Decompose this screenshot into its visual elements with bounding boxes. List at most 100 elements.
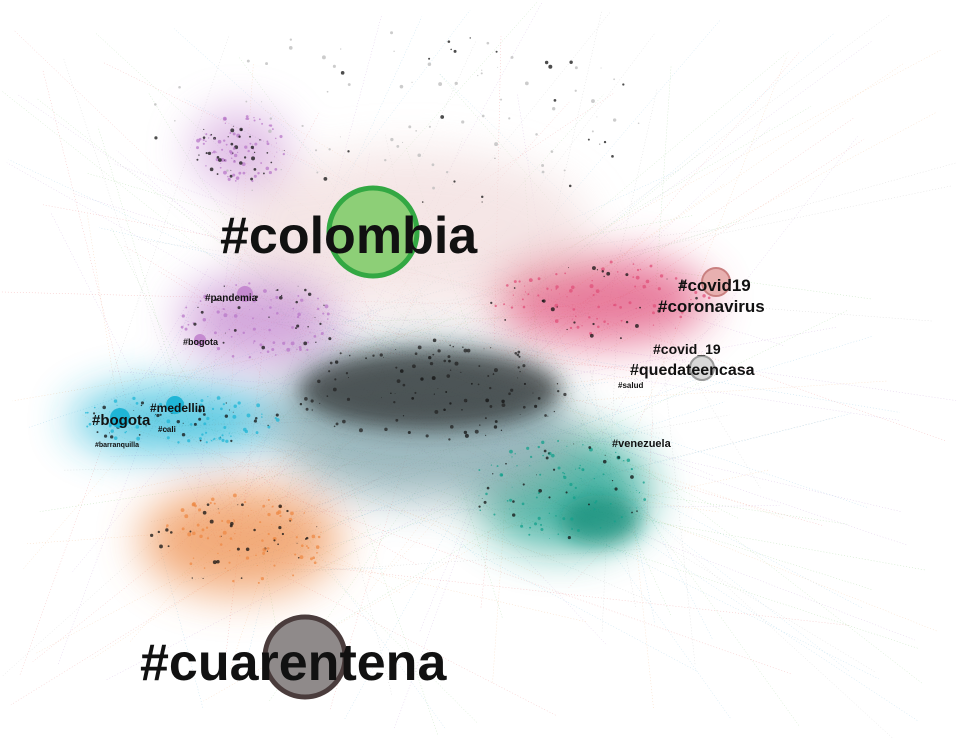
- node-dot: [426, 434, 429, 437]
- node-dot: [555, 273, 557, 275]
- node-dot: [86, 425, 88, 427]
- node-dot: [181, 326, 184, 329]
- node-dot: [257, 565, 258, 566]
- node-dot: [507, 500, 509, 502]
- node-dot: [214, 331, 217, 334]
- node-dot: [620, 337, 622, 339]
- node-dot: [203, 129, 204, 130]
- node-dot: [170, 531, 173, 534]
- node-dot: [448, 355, 451, 358]
- node-dot: [212, 408, 214, 410]
- node-dot: [517, 351, 520, 354]
- node-dot: [578, 295, 579, 296]
- node-dot: [522, 364, 525, 367]
- node-dot: [204, 567, 206, 569]
- node-dot: [400, 369, 404, 373]
- node-dot: [411, 82, 412, 83]
- node-dot: [210, 520, 214, 524]
- node-dot: [323, 305, 324, 306]
- node-dot: [495, 158, 496, 159]
- node-dot: [102, 406, 106, 410]
- node-dot: [159, 545, 163, 549]
- node-dot: [540, 528, 543, 531]
- node-dot: [557, 440, 559, 442]
- node-dot: [203, 139, 205, 141]
- node-dot: [254, 420, 257, 423]
- node-dot: [246, 548, 250, 552]
- node-dot: [575, 487, 577, 489]
- node-dot: [225, 414, 228, 417]
- node-dot: [177, 441, 179, 443]
- node-dot: [528, 534, 530, 536]
- node-dot: [592, 130, 594, 132]
- node-dot: [563, 476, 566, 479]
- node-dot: [211, 497, 215, 501]
- node-dot: [306, 349, 308, 351]
- node-dot: [639, 492, 640, 493]
- node-dot: [619, 306, 622, 309]
- node-dot: [634, 285, 636, 287]
- node-dot: [537, 294, 539, 296]
- node-dot: [297, 295, 299, 297]
- label-salud: #salud: [618, 381, 643, 390]
- node-dot: [481, 72, 483, 74]
- node-dot: [453, 180, 455, 182]
- node-dot: [306, 545, 308, 547]
- node-dot: [481, 196, 483, 198]
- node-dot: [316, 172, 318, 174]
- node-dot: [317, 298, 319, 300]
- node-dot: [631, 512, 633, 514]
- node-dot: [238, 401, 241, 404]
- node-dot: [248, 282, 250, 284]
- node-dot: [201, 433, 203, 435]
- node-dot: [315, 149, 317, 151]
- node-dot: [635, 308, 636, 309]
- node-dot: [633, 263, 635, 265]
- node-dot: [515, 453, 516, 454]
- node-dot: [384, 428, 387, 431]
- node-dot: [675, 328, 676, 329]
- node-dot: [511, 306, 513, 308]
- node-dot: [259, 521, 261, 523]
- node-dot: [266, 141, 268, 143]
- node-dot: [182, 314, 185, 317]
- node-dot: [279, 515, 281, 517]
- node-dot: [333, 65, 336, 68]
- node-dot: [402, 142, 403, 143]
- node-dot: [532, 392, 533, 393]
- node-dot: [296, 324, 299, 327]
- node-dot: [380, 353, 383, 356]
- node-dot: [200, 300, 202, 302]
- node-dot: [234, 154, 237, 157]
- node-dot: [270, 299, 271, 300]
- node-dot: [571, 286, 575, 290]
- node-dot: [298, 286, 299, 287]
- node-dot: [629, 485, 630, 486]
- node-dot: [334, 378, 336, 380]
- node-dot: [210, 168, 214, 172]
- node-dot: [501, 400, 504, 403]
- node-dot: [255, 417, 258, 420]
- node-dot: [512, 500, 515, 503]
- node-dot: [491, 464, 492, 465]
- node-dot: [267, 142, 270, 145]
- node-dot: [596, 116, 597, 117]
- node-dot: [592, 323, 594, 325]
- node-dot: [627, 459, 631, 463]
- node-dot: [261, 413, 262, 414]
- node-dot: [208, 152, 211, 155]
- node-dot: [324, 177, 328, 181]
- node-dot: [311, 399, 314, 402]
- node-dot: [598, 509, 599, 510]
- node-dot: [225, 568, 226, 569]
- node-dot: [116, 405, 117, 406]
- node-dot: [206, 417, 209, 420]
- node-dot: [225, 333, 226, 334]
- node-dot: [206, 441, 208, 443]
- node-dot: [241, 577, 243, 579]
- node-dot: [428, 63, 432, 67]
- node-dot: [646, 280, 650, 284]
- node-dot: [538, 489, 542, 493]
- node-dot: [594, 508, 596, 510]
- node-dot: [292, 308, 294, 310]
